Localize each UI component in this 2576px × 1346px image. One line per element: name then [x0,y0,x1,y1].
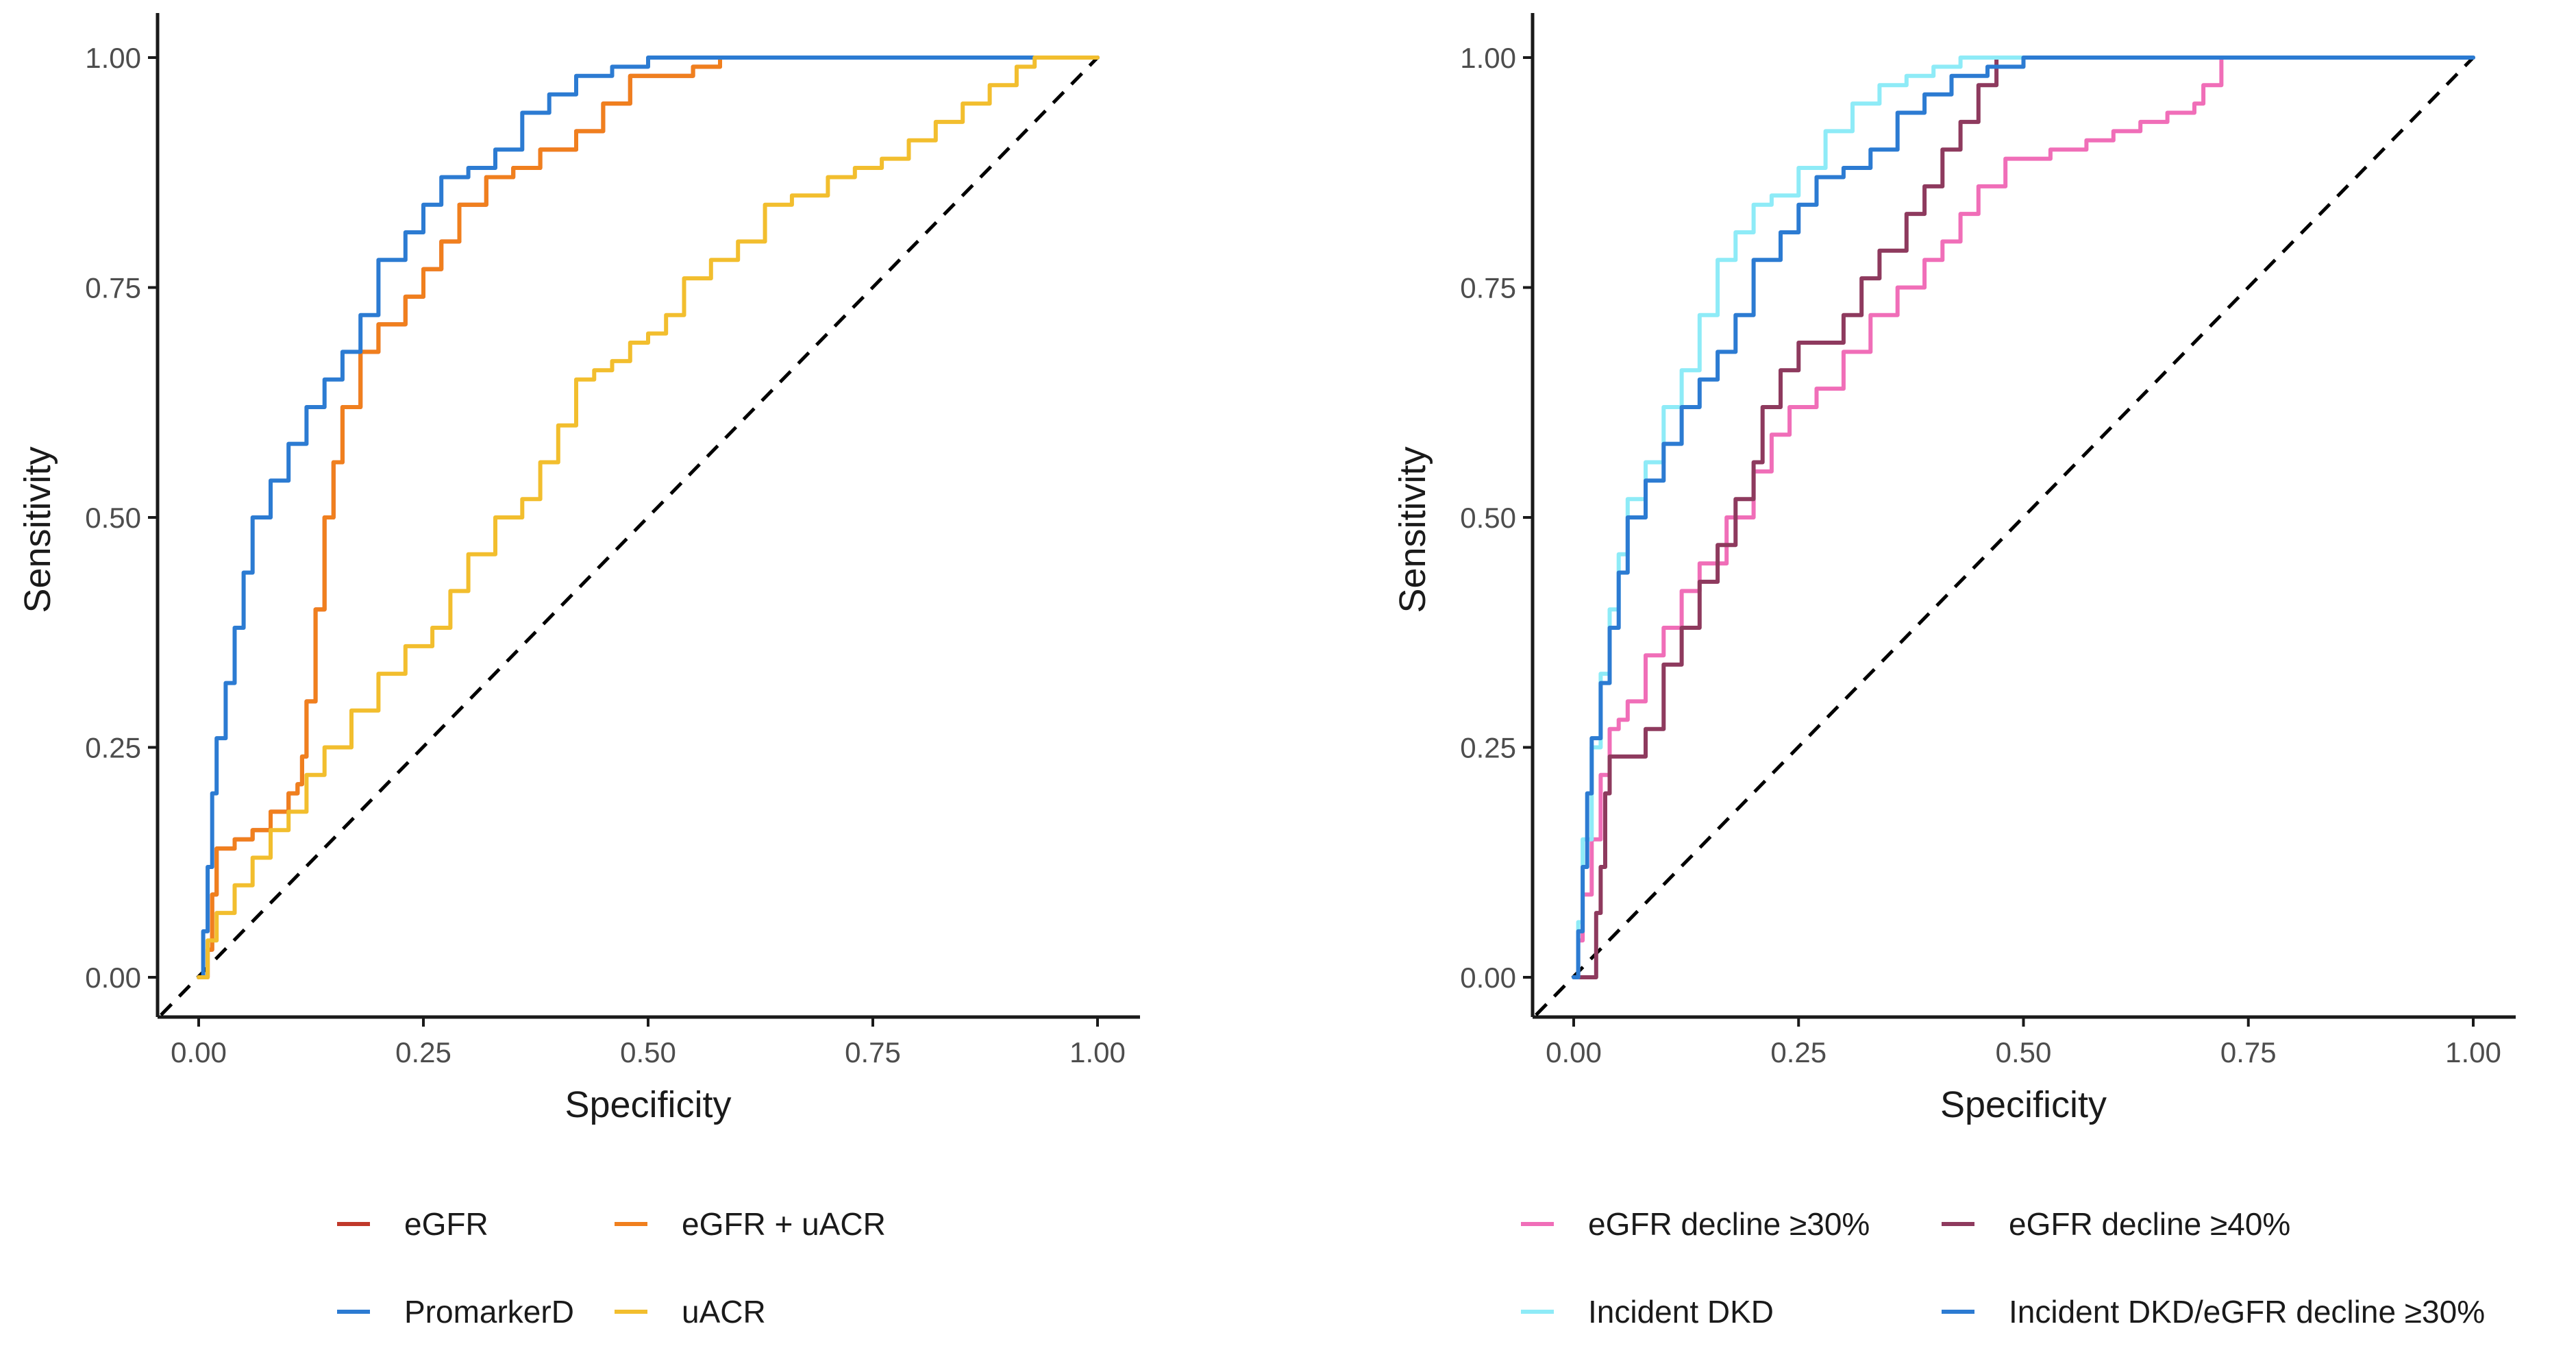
legend-label: uACR [682,1294,766,1330]
legend-item: eGFR decline ≥40% [1942,1206,2290,1242]
x-tick-label: 0.25 [395,1036,451,1068]
x-axis-title: Specificity [565,1084,731,1125]
y-tick-label: 0.75 [85,272,141,304]
x-tick-label: 0.75 [845,1036,901,1068]
legend-label: Incident DKD [1588,1294,1774,1330]
legend-label: PromarkerD [404,1294,574,1330]
y-axis-title: Sensitivity [1392,446,1433,613]
legend-item: Incident DKD/eGFR decline ≥30% [1942,1294,2485,1330]
legend-item: eGFR decline ≥30% [1521,1206,1870,1242]
y-tick-label: 0.00 [85,962,141,994]
roc-curve-incident-dkd-egfr-decline-30 [1572,56,2475,979]
y-tick-label: 0.50 [1460,502,1516,534]
roc-panel-2: 0.00 0.25 0.50 0.75 1.00 0.00 0.25 0.50 0.75 1.00… [1392,13,2516,1330]
legend-label: eGFR decline ≥40% [2009,1206,2290,1242]
x-tick-label: 0.00 [1546,1036,1602,1068]
y-tick-label: 0.00 [1460,962,1516,994]
x-tick-label: 0.50 [620,1036,676,1068]
legend-label: eGFR + uACR [682,1206,886,1242]
roc-curve-uacr [197,56,1100,979]
roc-curve-promarkerd [197,56,1100,979]
y-tick-label: 1.00 [1460,42,1516,74]
y-axis-title: Sensitivity [17,446,58,613]
roc-curve-egfr-decline-40 [1572,56,2475,979]
reference-diagonal-line [1535,56,2475,1016]
legend: eGFR decline ≥30% eGFR decline ≥40% Incide… [1521,1206,2485,1330]
roc-curve-egfr-uacr [197,56,1100,979]
legend-label: Incident DKD/eGFR decline ≥30% [2009,1294,2485,1330]
x-tick-label: 1.00 [1069,1036,1126,1068]
y-tick-label: 1.00 [85,42,141,74]
legend-item: Incident DKD [1521,1294,1774,1330]
roc-panel-1: 0.00 0.25 0.50 0.75 1.00 0.00 0.25 0.50 0.75 1.00… [17,13,1140,1330]
x-axis-title: Specificity [1940,1084,2107,1125]
roc-curve-egfr-decline-30 [1572,56,2475,979]
legend-item: eGFR [337,1206,488,1242]
y-tick-label: 0.25 [1460,732,1516,764]
x-tick-label: 0.50 [1996,1036,2052,1068]
y-tick-label: 0.75 [1460,272,1516,304]
legend-item: PromarkerD [337,1294,574,1330]
y-tick-label: 0.50 [85,502,141,534]
x-tick-label: 0.00 [171,1036,227,1068]
x-tick-label: 0.25 [1770,1036,1826,1068]
reference-diagonal-line [160,56,1099,1016]
x-tick-label: 0.75 [2220,1036,2277,1068]
legend-item: eGFR + uACR [615,1206,886,1242]
legend-label: eGFR [404,1206,488,1242]
legend-label: eGFR decline ≥30% [1588,1206,1870,1242]
y-tick-label: 0.25 [85,732,141,764]
x-tick-label: 1.00 [2445,1036,2501,1068]
legend-item: uACR [615,1294,766,1330]
legend: eGFR eGFR + uACR PromarkerD uACR [337,1206,886,1330]
